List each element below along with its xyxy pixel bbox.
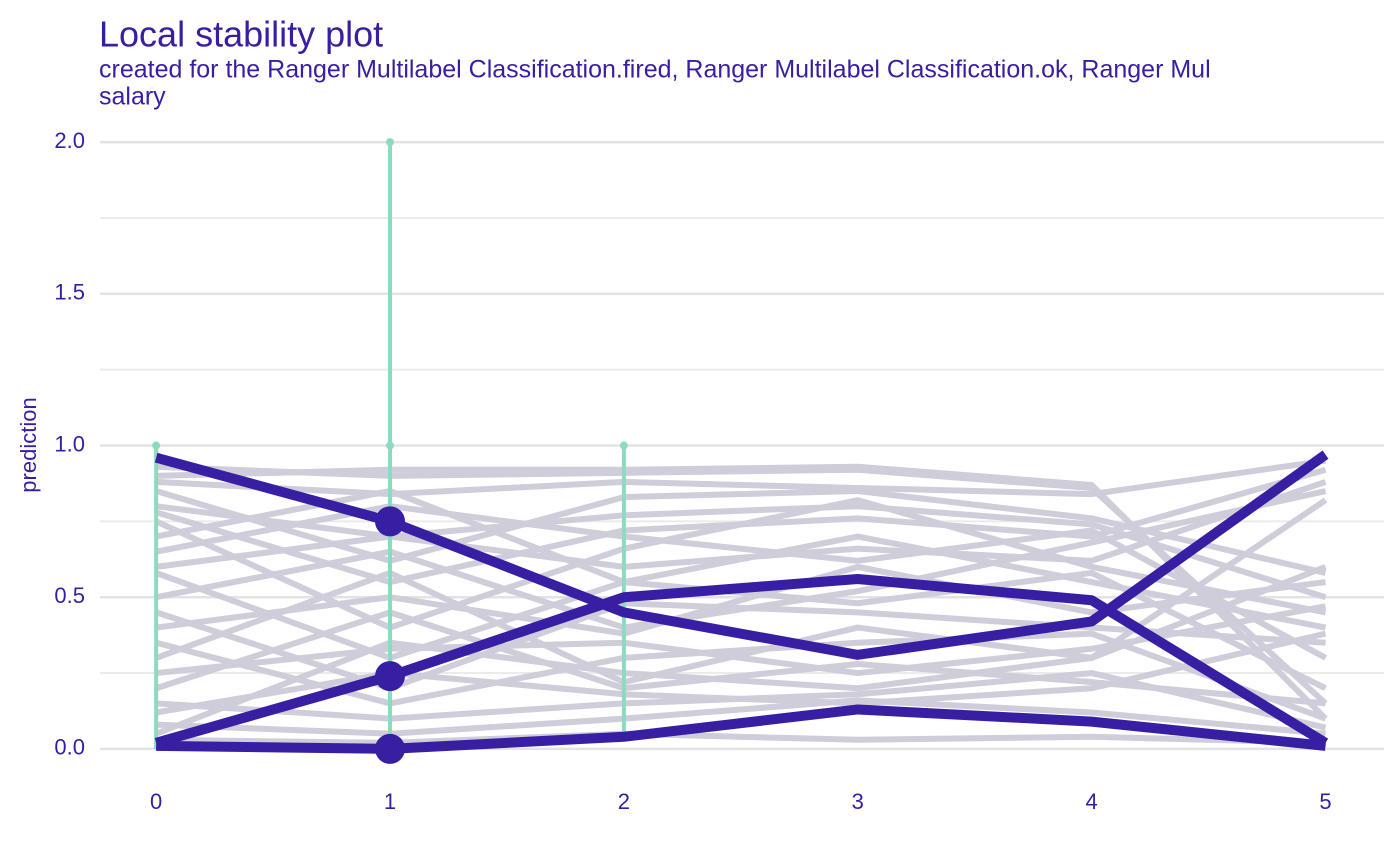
- observation-point: [375, 506, 406, 537]
- y-tick-label: 0.0: [54, 735, 85, 760]
- range-point: [152, 441, 161, 450]
- profile-line: [156, 697, 1326, 737]
- range-point: [386, 441, 395, 450]
- chart-subtitle: created for the Ranger Multilabel Classi…: [99, 56, 1211, 84]
- profile-line: [155, 457, 1326, 498]
- line: [156, 704, 1327, 754]
- observation-point: [375, 733, 406, 764]
- profile-line: [155, 630, 1327, 716]
- y-tick-label: 1.5: [54, 280, 85, 305]
- profile-line: [155, 497, 1328, 686]
- observation-point: [375, 661, 406, 692]
- profile-line: [156, 730, 1326, 746]
- range-point: [619, 441, 628, 450]
- x-tick-label: 0: [150, 789, 162, 814]
- range-point: [386, 138, 395, 147]
- profile-line: [155, 563, 1326, 637]
- profile-line: [155, 609, 1326, 707]
- line: [154, 450, 1329, 660]
- x-tick-label: 3: [852, 789, 864, 814]
- y-tick-label: 0.5: [54, 583, 85, 608]
- x-tick-label: 4: [1086, 789, 1098, 814]
- y-tick-label: 1.0: [54, 431, 85, 456]
- y-axis-label: prediction: [16, 397, 41, 492]
- x-tick-label: 2: [618, 789, 630, 814]
- profile-line: [154, 497, 1327, 631]
- variable-name: salary: [99, 83, 166, 111]
- profile-line: [155, 564, 1327, 737]
- y-tick-label: 2.0: [54, 128, 85, 153]
- chart-title: Local stability plot: [99, 14, 383, 55]
- line: [154, 574, 1329, 748]
- x-tick-label: 1: [384, 789, 396, 814]
- x-tick-label: 5: [1319, 789, 1331, 814]
- profile-line: [155, 630, 1327, 722]
